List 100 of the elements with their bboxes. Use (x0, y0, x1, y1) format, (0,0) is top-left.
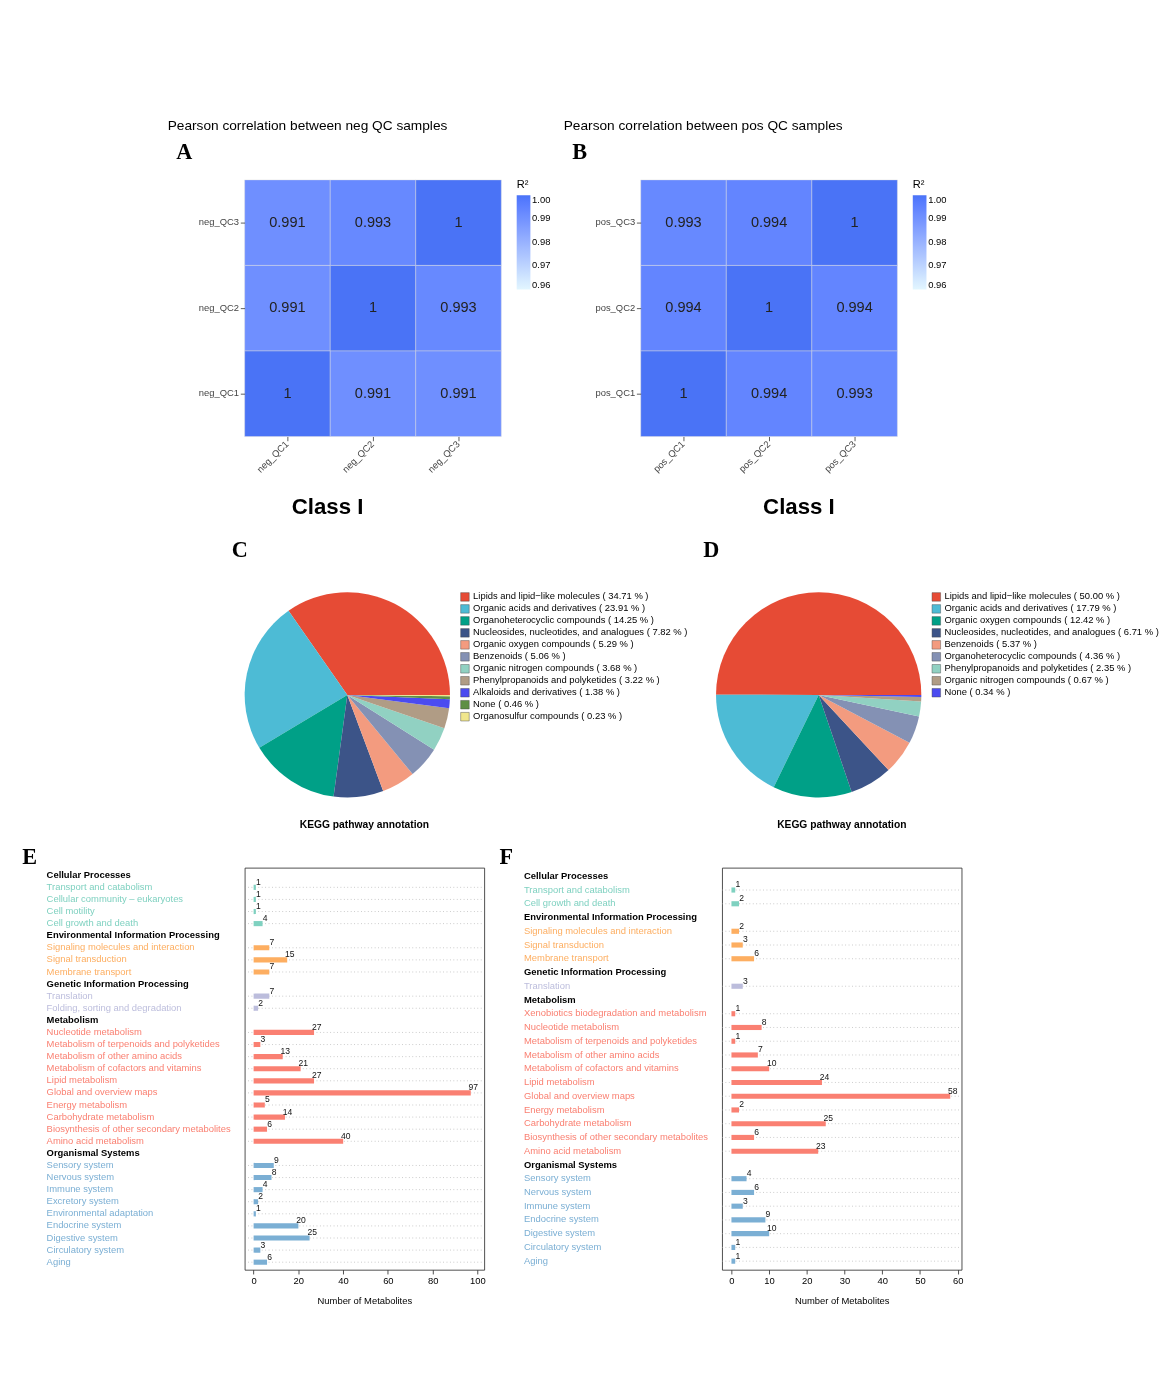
text: A (176, 139, 193, 165)
data-label: 13 (280, 1046, 291, 1057)
x-tick-label: 20 (802, 1274, 813, 1286)
color-bar-label: 1.00 (928, 193, 947, 205)
y-tick-label: Genetic Information Processing (523, 966, 667, 978)
data-label: 0.993 (836, 385, 873, 402)
color-bar-title: R² (912, 178, 925, 191)
pie-slice (347, 694, 413, 792)
y-tick-label: Cell motility (46, 905, 95, 917)
chart-title: KEGG pathway annotation (777, 819, 907, 831)
x-axis-title: Number of Metabolites (794, 1294, 890, 1306)
y-tick-label: Energy metabolism (523, 1103, 605, 1115)
data-label: 2 (258, 997, 264, 1008)
data-label: 1 (850, 213, 859, 230)
legend-label: Lipids and lipid−like molecules ( 50.00 % ) (944, 590, 1120, 602)
bar (253, 1138, 344, 1144)
y-tick-label: neg_QC3 (198, 216, 240, 228)
y-tick-label: Organismal Systems (46, 1146, 140, 1158)
legend-label: None ( 0.34 % ) (944, 686, 1011, 698)
data-label: 0.991 (354, 385, 392, 402)
bar (253, 945, 270, 951)
y-tick-label: Membrane transport (46, 965, 132, 977)
y-tick-label: Transport and catabolism (523, 883, 630, 895)
pie-slice (288, 592, 450, 695)
y-tick-label: neg_QC2 (198, 301, 240, 313)
bar (253, 1162, 274, 1169)
y-tick-label: Nucleotide metabolism (46, 1026, 142, 1038)
y-tick-label: Circulatory system (46, 1243, 125, 1255)
y-tick-label: Cell growth and death (523, 897, 616, 909)
bar (253, 1029, 315, 1036)
chart-title: Class I (763, 493, 835, 519)
y-tick-label: Aging (46, 1255, 71, 1267)
pie-slice (259, 694, 348, 797)
bar (731, 1121, 826, 1127)
color-bar-label: 0.96 (928, 278, 947, 290)
data-label: 1 (454, 213, 463, 230)
bar (731, 1244, 736, 1250)
y-tick-label: Aging (523, 1254, 549, 1266)
y-tick-label: Xenobiotics biodegradation and metabolism (523, 1007, 707, 1019)
legend-label: Benzenoids ( 5.06 % ) (473, 650, 566, 662)
bar (253, 993, 270, 999)
y-tick-label: Metabolism of cofactors and vitamins (46, 1062, 202, 1074)
color-bar-label: 0.99 (532, 212, 551, 224)
y-tick-label: Metabolism of terpenoids and polyketides (46, 1038, 220, 1050)
data-label: 2 (739, 893, 745, 904)
data-label: 0.994 (665, 299, 702, 316)
data-label: 1 (679, 385, 688, 402)
data-label: 6 (267, 1251, 273, 1262)
y-tick-label: Environmental Information Processing (46, 929, 220, 941)
legend-label: Alkaloids and derivatives ( 1.38 % ) (473, 686, 620, 698)
bar (731, 1011, 736, 1017)
bar (253, 1235, 310, 1241)
y-tick-label: Metabolism of other amino acids (46, 1050, 183, 1062)
color-bar-label: 0.98 (532, 235, 551, 247)
data-label: 1 (283, 385, 292, 402)
bar (731, 1093, 951, 1099)
legend-label: Organoheterocyclic compounds ( 14.25 % ) (473, 614, 654, 626)
bar (253, 908, 256, 915)
bar (731, 1258, 736, 1264)
data-label: 6 (754, 948, 760, 959)
pie-slice (818, 694, 889, 793)
y-tick-label: pos_QC1 (595, 387, 636, 399)
data-label: 4 (262, 913, 268, 924)
y-tick-label: Nervous system (46, 1171, 115, 1183)
bar (731, 901, 739, 907)
data-label: 5 (264, 1094, 270, 1105)
y-tick-label: Transport and catabolism (46, 880, 153, 892)
data-label: 0.993 (440, 299, 477, 316)
y-tick-label: pos_QC3 (595, 216, 636, 228)
y-tick-label: Global and overview maps (46, 1086, 158, 1098)
legend-label: Organoheterocyclic compounds ( 4.36 % ) (944, 650, 1121, 662)
bar (731, 1079, 822, 1086)
legend-label: None ( 0.46 % ) (473, 698, 539, 710)
chart-title: Class I (291, 493, 364, 519)
bar (253, 896, 256, 902)
bar (731, 1066, 770, 1072)
bar (253, 1090, 471, 1096)
legend-label: Benzenoids ( 5.37 % ) (944, 638, 1037, 650)
pie-slice (347, 694, 450, 729)
bar (731, 1134, 755, 1141)
pie-slice (773, 694, 852, 798)
data-label: 3 (742, 934, 748, 945)
text: C (231, 537, 248, 563)
data-label: 0.991 (440, 385, 477, 402)
x-tick-label: 40 (338, 1274, 349, 1286)
data-label: 0.994 (750, 213, 788, 230)
bar (253, 921, 263, 927)
bar (731, 1052, 758, 1058)
y-tick-label: Cellular community – eukaryotes (46, 892, 184, 904)
color-bar-label: 0.98 (928, 235, 947, 247)
legend-label: Organic nitrogen compounds ( 3.68 % ) (473, 662, 638, 674)
legend-label: Organic nitrogen compounds ( 0.67 % ) (944, 674, 1109, 686)
bar (731, 1217, 766, 1223)
text: E (22, 844, 38, 870)
pie-slice (818, 694, 910, 771)
bar (731, 1189, 755, 1195)
data-label: 0.994 (750, 385, 788, 402)
pie-slice (333, 694, 384, 798)
data-label: 24 (819, 1071, 830, 1082)
color-bar-label: 0.96 (532, 278, 551, 290)
